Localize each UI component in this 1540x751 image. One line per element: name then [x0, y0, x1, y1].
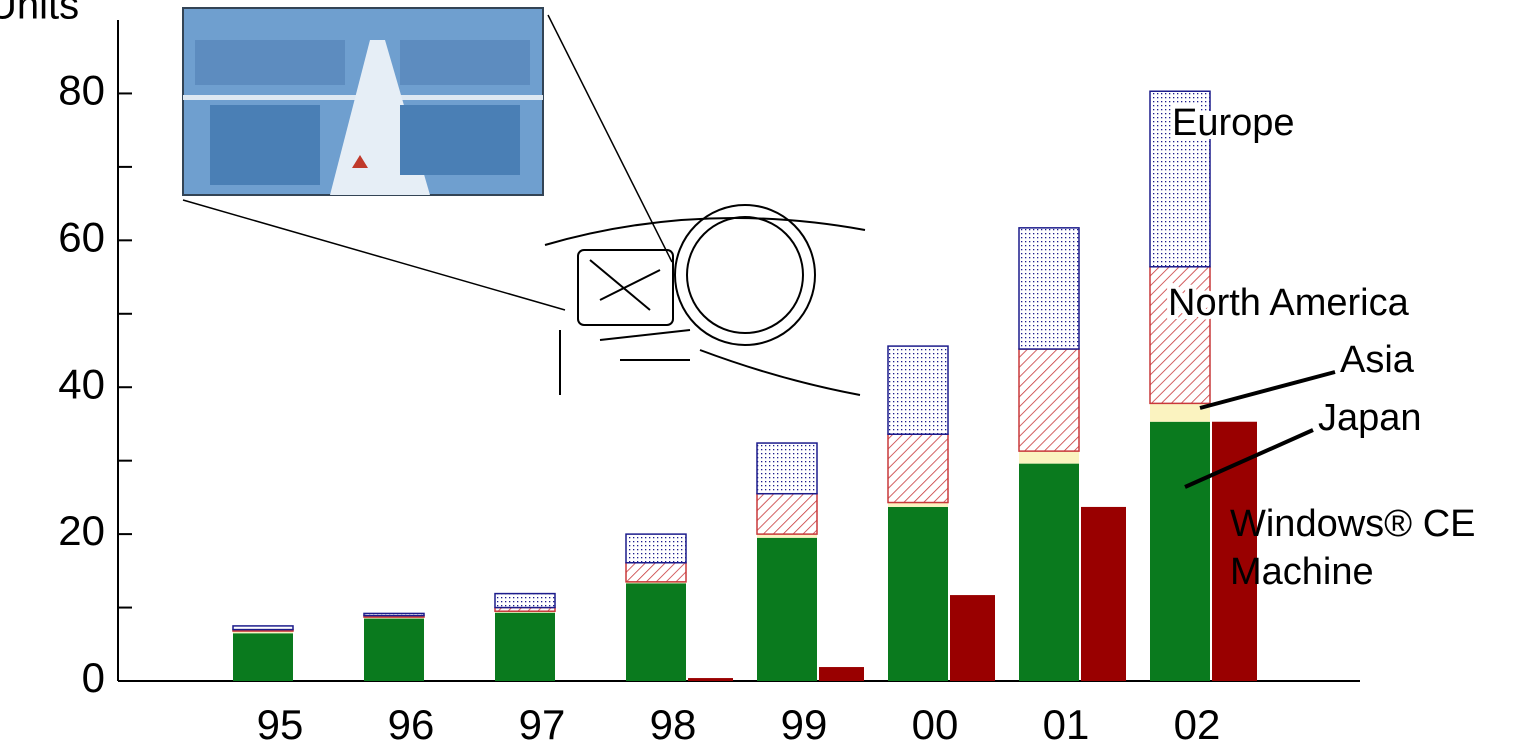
- bar-segment: [757, 494, 817, 534]
- bar-segment: [233, 626, 293, 630]
- x-tick-label: 01: [1043, 701, 1090, 748]
- x-tick-label: 02: [1174, 701, 1221, 748]
- series-label: Japan: [1318, 397, 1422, 439]
- bar-segment: [626, 534, 686, 563]
- bar-segment: [1019, 464, 1079, 681]
- y-axis-label: Units: [0, 0, 79, 28]
- bar-segment: [495, 613, 555, 681]
- bar-segment: [364, 619, 424, 681]
- bar-segment: [233, 633, 293, 681]
- x-tick-label: 99: [781, 701, 828, 748]
- page: Units 0 20 40 60 80 95 96 97 98 99 00 01 02 Europe Nor…: [0, 0, 1540, 751]
- chart: Units 0 20 40 60 80 95 96 97 98 99 00 01 02 Europe Nor…: [0, 0, 1540, 751]
- y-tick-label: 40: [58, 360, 105, 407]
- bar-segment: [626, 583, 686, 681]
- x-tick-label: 96: [388, 701, 435, 748]
- y-tick-label: 20: [58, 507, 105, 554]
- series-label: Windows® CE Machine: [1230, 500, 1530, 596]
- bar-segment: [757, 538, 817, 681]
- y-tick-label: 80: [58, 67, 105, 114]
- bar-segment: [888, 346, 948, 434]
- bar-segment: [1019, 451, 1079, 463]
- bar-segment: [950, 595, 995, 681]
- bar-segment: [626, 563, 686, 582]
- bar-segment: [819, 667, 864, 681]
- bar-segment: [495, 594, 555, 608]
- x-tick-label: 97: [519, 701, 566, 748]
- bar-segment: [1019, 349, 1079, 451]
- x-tick-label: 00: [912, 701, 959, 748]
- x-tick-label: 95: [257, 701, 304, 748]
- bar-segment: [1081, 507, 1126, 681]
- bar-segment: [364, 613, 424, 615]
- bar-segment: [888, 434, 948, 502]
- series-label: North America: [1168, 282, 1410, 324]
- y-tick-label: 60: [58, 213, 105, 260]
- bar-segment: [688, 678, 733, 681]
- bar-segment: [757, 443, 817, 494]
- y-tick-label: 0: [82, 654, 105, 701]
- bar-segment: [1019, 228, 1079, 349]
- bar-segment: [888, 507, 948, 681]
- bar-segment: [1150, 422, 1210, 681]
- illustration: [183, 8, 865, 395]
- leader-line: [1200, 372, 1335, 408]
- x-tick-label: 98: [650, 701, 697, 748]
- series-label: Europe: [1172, 102, 1295, 144]
- series-label: Asia: [1340, 339, 1415, 381]
